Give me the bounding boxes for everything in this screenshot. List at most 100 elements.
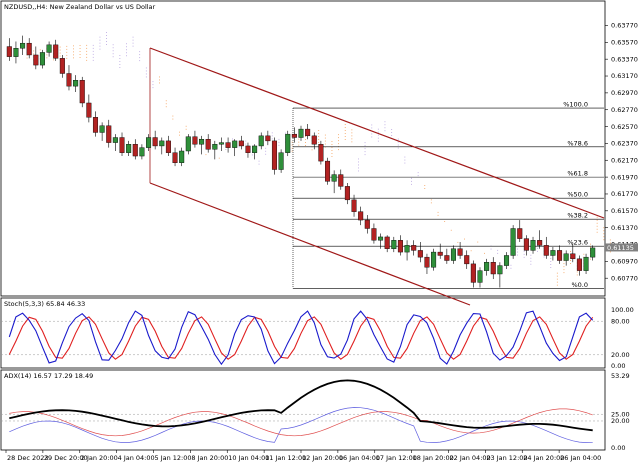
cloud-dot [225, 149, 227, 150]
cloud-dot [537, 250, 538, 252]
cloud-dot [371, 133, 373, 135]
cloud-dot [165, 106, 167, 108]
cloud-dot [603, 236, 605, 238]
stoch-title: Stoch(5,3,3) 65.84 46.33 [4, 300, 85, 308]
cloud-dot [331, 147, 333, 148]
candle-body [33, 54, 39, 66]
cloud-dot [563, 272, 565, 274]
cloud-dot [391, 132, 393, 133]
cloud-dot [609, 239, 611, 241]
cloud-dot [99, 42, 101, 44]
cloud-dot [364, 154, 366, 156]
cloud-dot [258, 160, 260, 162]
current-price-badge [605, 243, 638, 252]
channel-lower-line[interactable] [149, 182, 471, 306]
cloud-dot [265, 147, 267, 149]
candle-body [351, 199, 357, 212]
cloud-dot [218, 157, 220, 159]
candle-body [358, 211, 364, 221]
candle-body [99, 125, 105, 133]
price-tick-label: 0.62570 [611, 123, 638, 131]
cloud-dot [609, 242, 611, 244]
candle-body [66, 73, 72, 87]
time-tick-label: 17 Jan 12:00 [376, 454, 417, 462]
time-tick-label: 5 Jan 12:00 [155, 454, 192, 462]
cloud-dot [377, 131, 379, 133]
cloud-dot [596, 222, 598, 224]
cloud-dot [384, 130, 386, 132]
cloud-dot [238, 146, 240, 148]
cloud-dot [159, 76, 160, 78]
cloud-dot [305, 136, 306, 137]
price-pane[interactable] [0, 0, 606, 297]
cloud-dot [185, 125, 187, 127]
cloud-dot [576, 271, 578, 273]
cloud-dot [139, 51, 141, 53]
cloud-dot [245, 143, 247, 145]
cloud-dot [596, 216, 598, 218]
price-tick-label: 0.62970 [611, 89, 638, 97]
cloud-dot [106, 41, 107, 42]
cloud-dot [152, 87, 154, 89]
cloud-dot [324, 143, 326, 145]
cloud-dot [497, 252, 499, 254]
cloud-dot [59, 46, 61, 48]
price-tick-label: 0.60970 [611, 258, 638, 266]
price-channel[interactable] [149, 47, 605, 306]
stoch-pane[interactable] [0, 297, 606, 369]
cloud-dot [351, 129, 353, 131]
price-tick-label: 0.63570 [611, 39, 638, 47]
channel-upper-line[interactable] [149, 47, 605, 219]
cloud-dot [556, 278, 558, 280]
cloud-dot [73, 45, 74, 47]
time-tick-label: 29 Dec 20:00 [44, 454, 88, 462]
cloud-dot [92, 44, 94, 46]
candle-body [225, 142, 231, 148]
cloud-dot [391, 135, 393, 136]
candle-body [364, 219, 370, 229]
candle-body [417, 250, 423, 258]
cloud-dot [92, 47, 94, 49]
cloud-dot [59, 52, 61, 54]
cloud-dot [404, 162, 406, 164]
cloud-dot [437, 214, 439, 216]
price-tick-label: 0.61770 [611, 190, 638, 198]
symbol-title: NZDUSD,,H4: New Zealand Dollar vs US Dol… [4, 3, 156, 11]
candle-body [371, 228, 377, 241]
cloud-dot [145, 70, 147, 72]
adx-tick-label: 0.00 [611, 444, 625, 452]
cloud-dot [338, 140, 339, 142]
cloud-dot [112, 56, 114, 58]
cloud-dot [271, 135, 273, 137]
cloud-dot [291, 147, 293, 149]
candle-body [583, 256, 589, 271]
cloud-dot [132, 36, 134, 38]
cloud-dot [46, 54, 48, 56]
adx-pane[interactable] [0, 369, 606, 451]
candle-body [563, 253, 569, 261]
cloud-dot [331, 156, 333, 157]
time-tick-label: 16 Jan 04:00 [339, 454, 380, 462]
cloud-dot [119, 64, 121, 65]
cloud-dot [358, 161, 359, 163]
price-tick-label: 0.62370 [611, 140, 638, 148]
candle-body [185, 136, 191, 152]
cloud-dot [79, 48, 81, 49]
adx-line [9, 379, 593, 432]
cloud-dot [318, 136, 320, 137]
cloud-dot [570, 263, 571, 264]
cloud-dot [318, 133, 320, 134]
cloud-dot [172, 115, 174, 117]
candle-body [411, 245, 417, 251]
candle-body [530, 240, 536, 251]
cloud-dot [159, 82, 160, 84]
cloud-dot [484, 252, 485, 254]
cloud-dot [132, 42, 134, 44]
cloud-dot [391, 129, 393, 130]
fibonacci-retracement[interactable]: %100.0 %78.6 %61.8 %50.0 %38.2 %23.6 %0.0 [292, 101, 604, 289]
time-tick-label: 8 Jan 20:00 [191, 454, 228, 462]
cloud-dot [66, 48, 68, 50]
candle-body [517, 228, 523, 239]
cloud-dot [596, 231, 598, 233]
